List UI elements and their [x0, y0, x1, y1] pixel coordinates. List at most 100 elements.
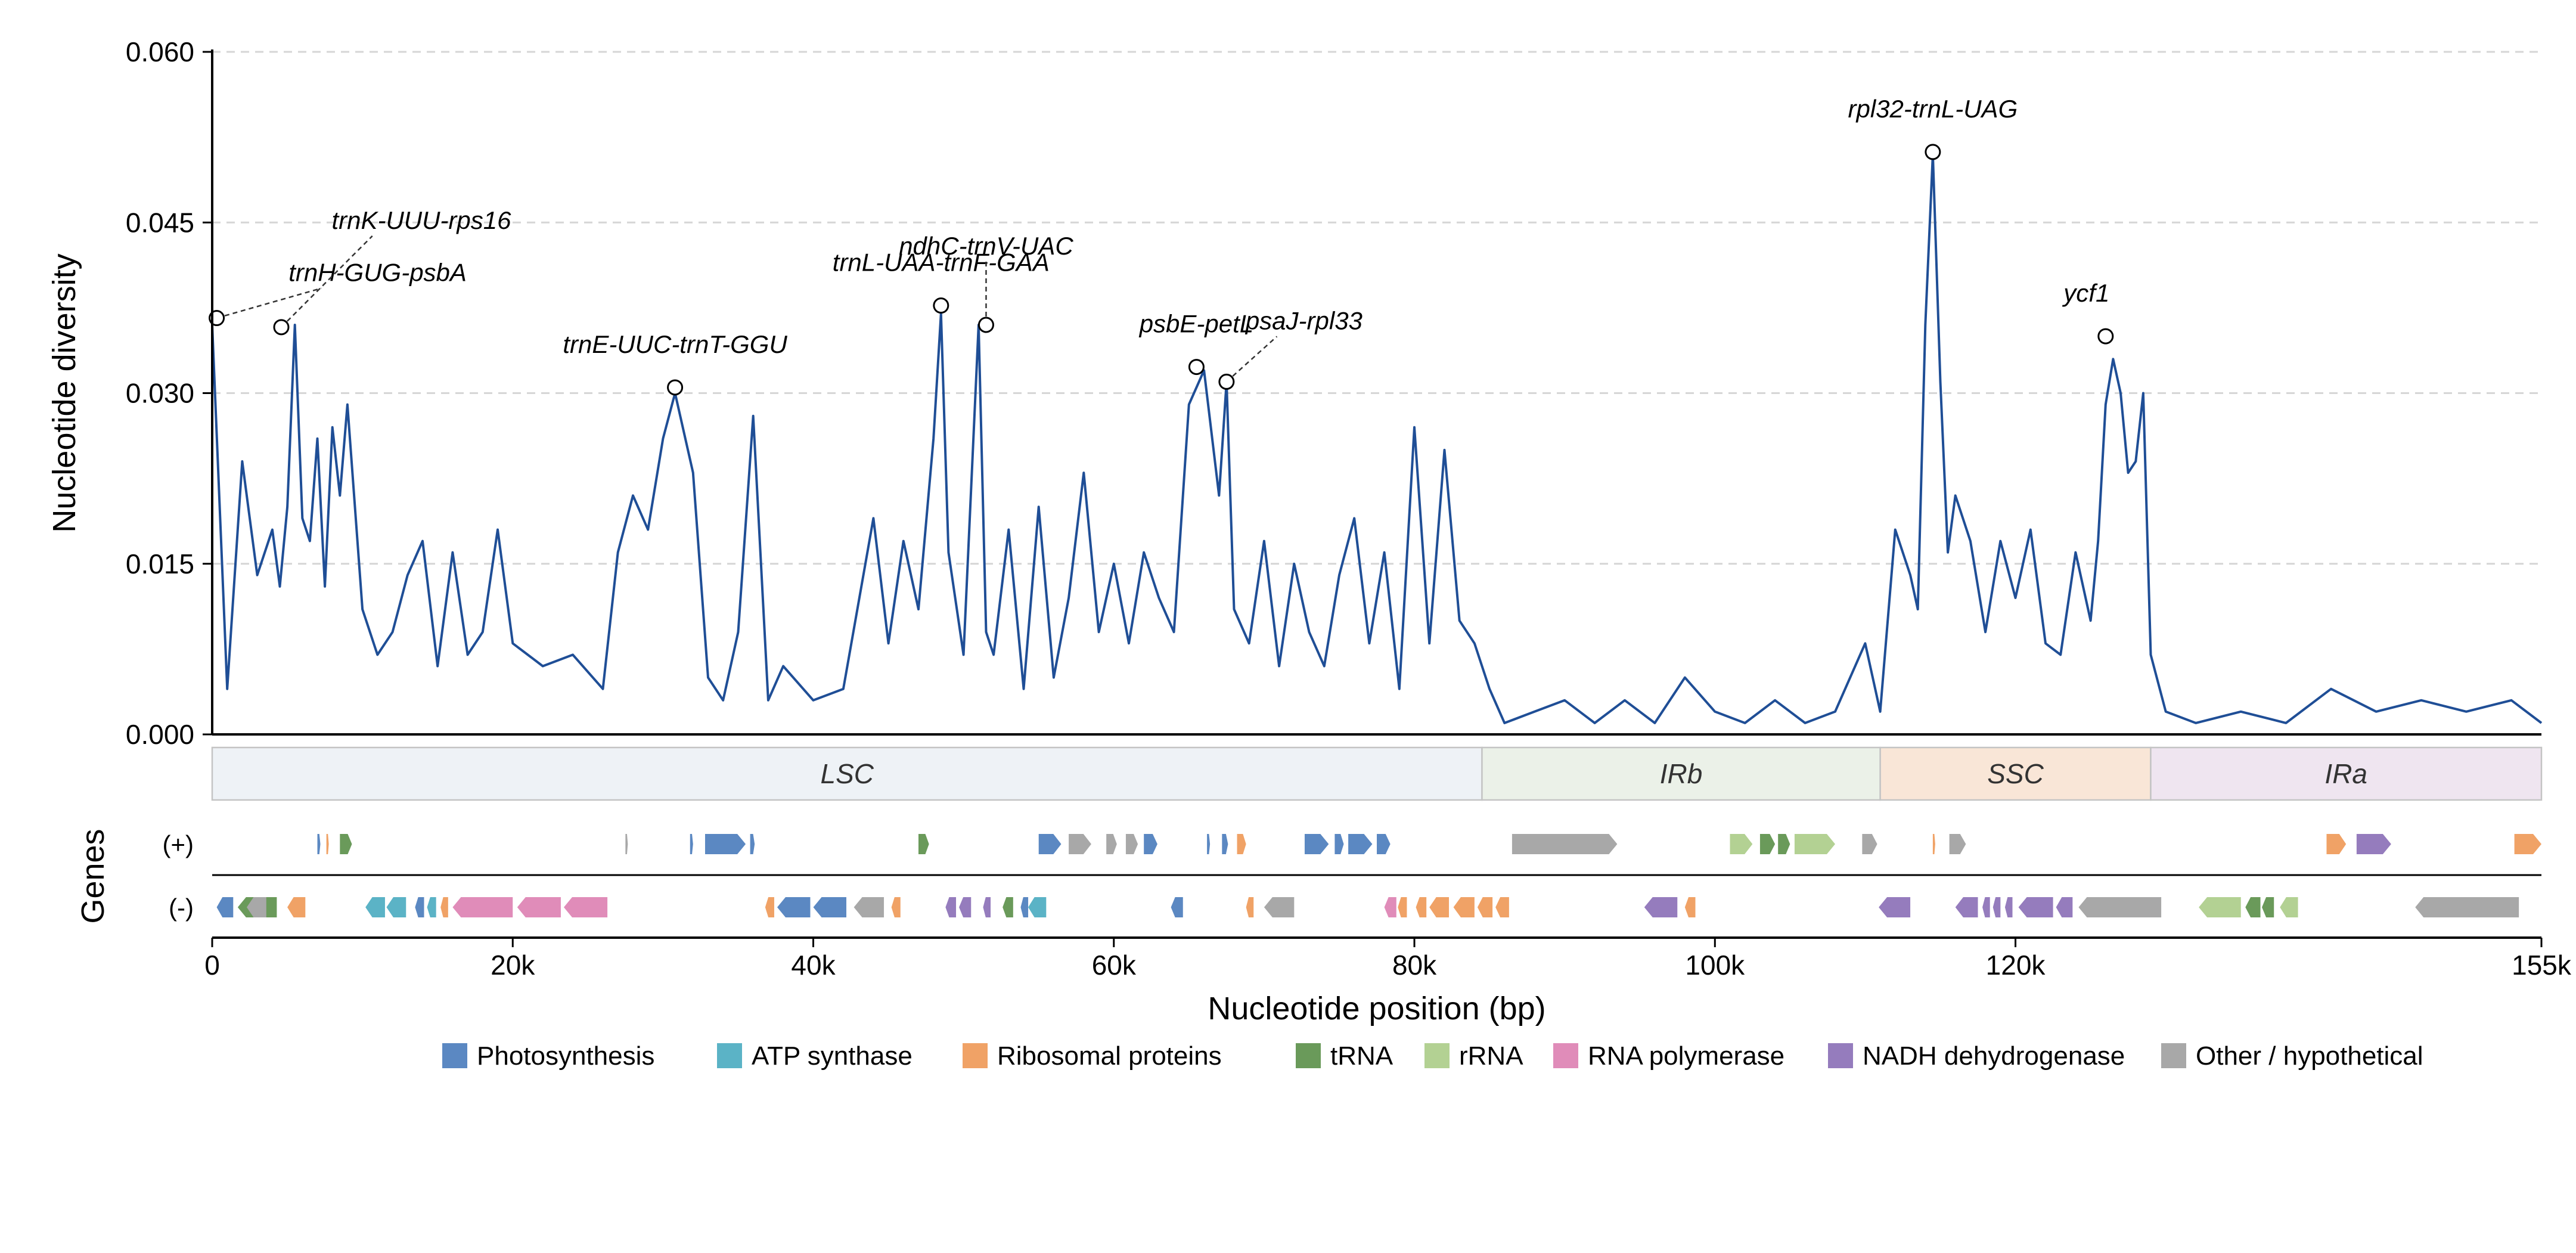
- gene-other: [246, 897, 266, 917]
- gene-other: [1106, 834, 1117, 854]
- peak-marker: [1188, 359, 1205, 376]
- gene-track: (+) (-): [163, 830, 2541, 922]
- legend-swatch-trna: [1296, 1043, 1321, 1068]
- strand-label-plus: (+): [163, 830, 194, 858]
- legend: Photosynthesis ATP synthase Ribosomal prot…: [442, 1041, 2423, 1071]
- legend-label-rrna: rRNA: [1459, 1041, 1523, 1071]
- gene-other: [1125, 834, 1138, 854]
- gene-ribo: [2326, 834, 2347, 854]
- axes: 0.000 0.015 0.030 0.045 0.060 0 20k 40k 60k 80k 10…: [46, 36, 2572, 1026]
- gene-trna: [340, 834, 352, 854]
- legend-label-photo: Photosynthesis: [477, 1041, 654, 1071]
- gene-ndh: [1955, 897, 1978, 917]
- gene-ndh: [2356, 834, 2391, 854]
- gene-photo: [690, 834, 693, 854]
- y-tick-label: 0.060: [126, 36, 194, 67]
- x-tick-label: 60k: [1092, 950, 1137, 981]
- gene-photo: [813, 897, 846, 917]
- y-tick-label: 0.030: [126, 378, 194, 409]
- gene-photo: [1334, 834, 1344, 854]
- x-tick-label: 40k: [791, 950, 836, 981]
- gene-ndh: [983, 897, 991, 917]
- gene-ribo: [1429, 897, 1450, 917]
- gene-photo: [216, 897, 234, 917]
- diversity-plot: [211, 153, 2543, 724]
- gene-atp: [386, 897, 406, 917]
- x-tick-label: 80k: [1392, 950, 1437, 981]
- gene-rnap: [452, 897, 513, 917]
- gene-ribo: [1495, 897, 1509, 917]
- peak-marker: [1218, 373, 1235, 390]
- genes-axis-title: Genes: [75, 829, 111, 923]
- gene-ndh: [945, 897, 957, 917]
- region-label: IRa: [2324, 758, 2367, 789]
- x-tick-label: 120k: [1986, 950, 2046, 981]
- x-tick-label: 100k: [1685, 950, 1745, 981]
- peak-label: psbE-petL: [1138, 310, 1253, 338]
- gene-other: [1264, 897, 1295, 917]
- legend-swatch-rnap: [1553, 1043, 1578, 1068]
- legend-label-trna: tRNA: [1330, 1041, 1393, 1071]
- gene-ndh: [1992, 897, 2001, 917]
- region-irb: [1481, 746, 1881, 801]
- peak-marker: [1925, 144, 1941, 160]
- region-label: IRb: [1660, 758, 1703, 789]
- gene-ribo: [1398, 897, 1407, 917]
- gene-ndh: [2056, 897, 2073, 917]
- gene-photo: [1222, 834, 1228, 854]
- gene-photo: [1171, 897, 1183, 917]
- gene-photo: [415, 897, 424, 917]
- gene-other: [1949, 834, 1966, 854]
- x-tick-label: 155k: [2512, 950, 2572, 981]
- gene-other: [1862, 834, 1877, 854]
- peak-label: trnE-UUC-trnT-GGU: [563, 330, 787, 358]
- gene-ndh: [2004, 897, 2013, 917]
- gene-other: [1069, 834, 1091, 854]
- gene-ndh: [1982, 897, 1990, 917]
- gene-trna: [918, 834, 929, 854]
- legend-swatch-atp: [717, 1043, 742, 1068]
- strand-label-minus: (-): [169, 894, 194, 922]
- x-tick-label: 20k: [491, 950, 535, 981]
- gene-other: [625, 834, 628, 854]
- peak-label: psaJ-rpl33: [1244, 306, 1363, 334]
- legend-swatch-other: [2161, 1043, 2186, 1068]
- peak-label: ycf1: [2062, 279, 2109, 307]
- gene-ribo: [1453, 897, 1475, 917]
- legend-label-other: Other / hypothetical: [2196, 1041, 2423, 1071]
- legend-label-atp: ATP synthase: [752, 1041, 913, 1071]
- peak-label: rpl32-trnL-UAG: [1848, 95, 2018, 123]
- legend-swatch-photo: [442, 1043, 467, 1068]
- annotation-leader: [1226, 336, 1278, 383]
- gene-photo: [1144, 834, 1157, 854]
- legend-label-ndh: NADH dehydrogenase: [1863, 1041, 2125, 1071]
- y-tick-label: 0.015: [126, 548, 194, 579]
- gene-photo: [1038, 834, 1062, 854]
- gene-rrna: [1730, 834, 1753, 854]
- peak-label: trnL-UAA-trnF-GAA: [833, 249, 1050, 277]
- gene-trna: [2245, 897, 2261, 917]
- gene-ndh: [2018, 897, 2053, 917]
- gene-trna: [1759, 834, 1776, 854]
- gene-photo: [317, 834, 321, 854]
- diversity-line: [211, 153, 2543, 724]
- y-tick-label: 0.045: [126, 207, 194, 238]
- gene-photo: [1020, 897, 1029, 917]
- legend-label-rnap: RNA polymerase: [1588, 1041, 1784, 1071]
- annotation-leader: [216, 287, 322, 319]
- gene-rnap: [1384, 897, 1396, 917]
- gene-ribo: [2514, 834, 2541, 854]
- gene-ribo: [440, 897, 448, 917]
- grid-lines: [212, 51, 2541, 565]
- gene-other: [1512, 834, 1618, 854]
- y-axis-title: Nucleotide diversity: [46, 253, 82, 532]
- region-ira: [2150, 746, 2543, 801]
- legend-swatch-ribo: [963, 1043, 988, 1068]
- peak-marker: [2097, 328, 2114, 345]
- gene-photo: [750, 834, 755, 854]
- gene-photo: [1377, 834, 1391, 854]
- gene-other: [2078, 897, 2162, 917]
- gene-ribo: [1684, 897, 1696, 917]
- gene-trna: [1778, 834, 1790, 854]
